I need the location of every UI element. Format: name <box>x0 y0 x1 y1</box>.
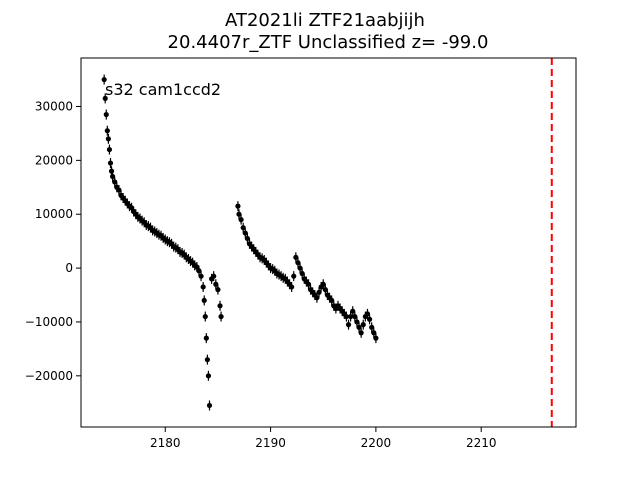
data-point <box>316 287 322 298</box>
data-point <box>320 279 326 290</box>
data-point <box>107 158 114 169</box>
ccd-annotation: s32 cam1ccd2 <box>105 80 221 99</box>
data-point <box>235 201 241 212</box>
x-axis: 2180 2190 2200 2210 <box>150 427 497 450</box>
data-point <box>102 93 108 104</box>
data-point <box>352 311 358 322</box>
data-marks <box>101 74 379 411</box>
data-point <box>297 263 303 274</box>
data-point <box>105 133 111 144</box>
x-tick-label: 2210 <box>466 436 497 450</box>
data-point <box>289 281 295 292</box>
data-point <box>371 327 377 338</box>
y-tick-label: 20000 <box>35 153 73 167</box>
data-point <box>203 333 209 344</box>
data-point <box>217 300 223 311</box>
data-point <box>202 311 208 322</box>
data-point <box>109 171 116 182</box>
chart-title-line-2: 20.4407r_ZTF Unclassified z= -99.0 <box>168 32 489 53</box>
data-point <box>343 311 350 322</box>
data-point <box>322 284 328 295</box>
data-point <box>218 311 224 322</box>
data-point <box>366 314 373 325</box>
data-point <box>299 268 305 279</box>
x-tick-label: 2190 <box>255 436 286 450</box>
data-point <box>236 209 242 220</box>
data-point <box>204 354 210 365</box>
data-point <box>293 252 299 263</box>
y-tick-label: −20000 <box>25 369 73 383</box>
data-point <box>356 322 362 333</box>
x-tick-label: 2180 <box>150 436 181 450</box>
data-point <box>211 271 217 282</box>
data-point <box>198 271 204 282</box>
y-tick-label: 10000 <box>35 207 73 221</box>
data-point <box>369 322 375 333</box>
data-point <box>242 228 248 239</box>
y-axis: −20000 −10000 0 10000 20000 30000 <box>25 99 81 383</box>
data-point <box>329 295 335 306</box>
data-point <box>116 184 122 195</box>
data-point <box>101 74 107 85</box>
y-tick-label: 30000 <box>35 99 73 113</box>
data-point <box>348 311 354 322</box>
data-point <box>345 319 352 330</box>
data-point <box>354 316 360 327</box>
data-point <box>358 327 364 338</box>
data-point <box>244 233 251 244</box>
plot-frame <box>80 57 577 428</box>
data-point <box>215 284 221 295</box>
data-point <box>106 144 113 155</box>
x-tick-label: 2200 <box>361 436 392 450</box>
data-point <box>206 400 213 411</box>
data-point <box>196 265 202 276</box>
data-point <box>238 214 244 225</box>
data-point <box>205 370 212 381</box>
y-tick-label: −10000 <box>25 315 73 329</box>
chart-title-line-1: AT2021li ZTF21aabjijh <box>225 10 425 31</box>
data-point <box>291 271 297 282</box>
data-point <box>295 257 301 268</box>
data-point <box>360 319 366 330</box>
data-point <box>103 109 109 120</box>
data-point <box>200 281 206 292</box>
data-point <box>213 279 219 290</box>
data-point <box>201 295 207 306</box>
data-point <box>104 125 110 136</box>
data-point <box>305 279 312 290</box>
data-point <box>314 292 320 303</box>
data-point <box>373 333 379 344</box>
y-tick-label: 0 <box>65 261 73 275</box>
data-point <box>350 306 356 317</box>
data-point <box>112 176 118 187</box>
data-point <box>240 222 246 233</box>
data-point <box>364 308 371 319</box>
